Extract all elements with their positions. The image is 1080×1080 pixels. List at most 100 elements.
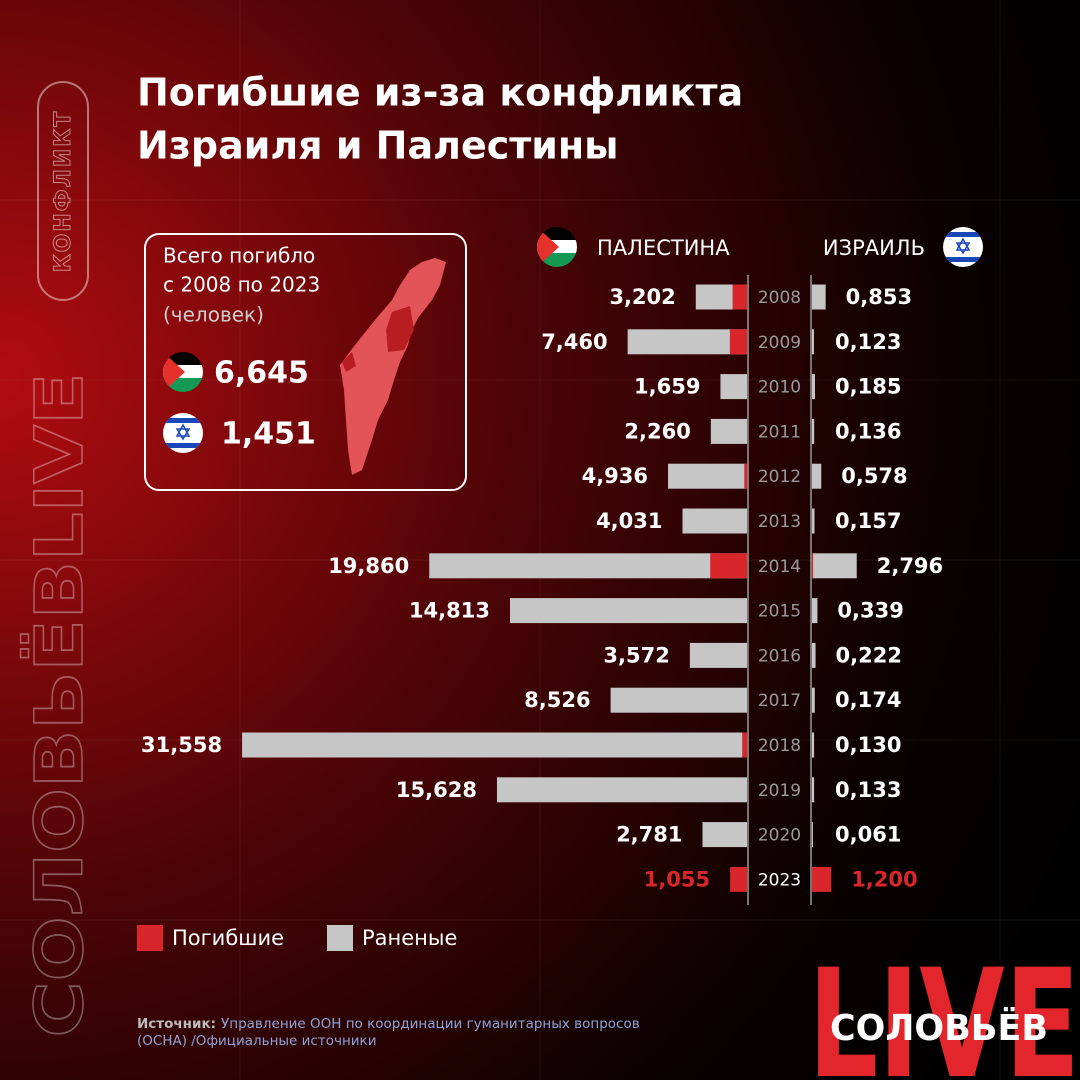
bar [610, 687, 747, 713]
value-label: 2,796 [877, 554, 943, 578]
value-label: 0,853 [846, 285, 912, 309]
flag-israel [163, 413, 203, 453]
legend-label: Погибшие [172, 926, 284, 950]
bar [812, 463, 822, 489]
legend-swatch [137, 925, 163, 951]
value-label: 0,123 [835, 330, 901, 354]
year-label: 2011 [758, 422, 801, 442]
value-label: 15,628 [396, 778, 477, 802]
bar-killed [710, 553, 747, 579]
bar [812, 642, 816, 668]
bar-killed [812, 553, 814, 579]
summary-total: 1,451 [221, 417, 316, 452]
year-label: 2020 [758, 826, 801, 846]
value-label: 0,157 [835, 509, 901, 533]
bar [812, 329, 814, 355]
summary-text: Всего погибло [163, 244, 315, 268]
value-label: 1,055 [644, 867, 710, 891]
logo-live: LIVE [808, 938, 1080, 1080]
year-label: 2018 [758, 736, 801, 756]
bar [812, 553, 857, 579]
bar-killed [742, 732, 747, 758]
side-brand: СОЛОВЬЁВLIVE [21, 373, 98, 1038]
year-label: 2013 [758, 512, 801, 532]
bar-killed [729, 329, 747, 355]
bar [812, 418, 815, 444]
value-label: 3,202 [609, 285, 675, 309]
legend-swatch [327, 925, 353, 951]
map [340, 258, 446, 475]
chart-title: Израиля и Палестины [137, 124, 619, 168]
value-label: 0,339 [837, 599, 903, 623]
bar [682, 508, 747, 534]
value-label: 2,260 [624, 419, 690, 443]
value-label: 4,031 [596, 509, 662, 533]
bar [429, 553, 747, 579]
tag: КОНФЛИКТ [51, 110, 76, 273]
year-label: 2016 [758, 646, 801, 666]
bar-killed [744, 463, 747, 489]
flag-palestine [163, 352, 203, 392]
flag-israel [943, 227, 983, 267]
bar [689, 642, 747, 668]
value-label: 0,061 [835, 823, 901, 847]
bar [710, 418, 747, 444]
bar [668, 463, 747, 489]
bar [812, 284, 826, 310]
bar [812, 508, 815, 534]
value-label: 1,659 [634, 375, 700, 399]
summary-text: (человек) [163, 303, 264, 327]
value-label: 31,558 [141, 733, 222, 757]
value-label: 1,200 [851, 867, 917, 891]
summary-total: 6,645 [214, 356, 309, 391]
bar [627, 329, 747, 355]
year-label: 2010 [758, 378, 801, 398]
year-label: 2008 [758, 288, 801, 308]
value-label: 0,185 [835, 375, 901, 399]
value-label: 14,813 [409, 599, 490, 623]
chart-title: Погибшие из-за конфликта [137, 71, 743, 115]
bar [812, 598, 818, 624]
flag-palestine [537, 227, 577, 267]
value-label: 3,572 [603, 643, 669, 667]
legend-label: Раненые [362, 926, 457, 950]
map-region [342, 352, 356, 372]
value-label: 0,174 [835, 688, 901, 712]
source-label: Источник: [137, 1016, 216, 1032]
value-label: 2,781 [616, 823, 682, 847]
year-label: 2017 [758, 691, 801, 711]
year-label: 2012 [758, 467, 801, 487]
tag-frame [37, 81, 89, 301]
source: Источник: Управление ООН по координации г… [137, 1016, 640, 1032]
bar [812, 732, 815, 758]
source-text: (OCHA) /Официальные источники [137, 1033, 376, 1049]
bar [702, 822, 747, 848]
year-label: 2015 [758, 602, 801, 622]
bar [812, 777, 815, 803]
bar [812, 374, 815, 400]
value-label: 4,936 [582, 464, 648, 488]
value-label: 0,130 [835, 733, 901, 757]
bar [720, 374, 747, 400]
source-text: Управление ООН по координации гуманитарн… [221, 1016, 640, 1032]
logo-name: СОЛОВЬЁВ [830, 1007, 1048, 1049]
year-label: 2023 [758, 870, 801, 890]
bar [812, 866, 832, 892]
value-label: 0,222 [836, 643, 902, 667]
bar [812, 687, 815, 713]
bar [812, 822, 813, 848]
summary-box [144, 233, 467, 491]
series-name: ПАЛЕСТИНА [597, 236, 730, 260]
year-label: 2014 [758, 557, 801, 577]
summary-text: с 2008 по 2023 [163, 273, 320, 297]
value-label: 7,460 [541, 330, 607, 354]
year-label: 2009 [758, 333, 801, 353]
bar [730, 866, 747, 892]
bar [509, 598, 747, 624]
value-label: 8,526 [524, 688, 590, 712]
bar-killed [732, 284, 747, 310]
value-label: 0,133 [835, 778, 901, 802]
